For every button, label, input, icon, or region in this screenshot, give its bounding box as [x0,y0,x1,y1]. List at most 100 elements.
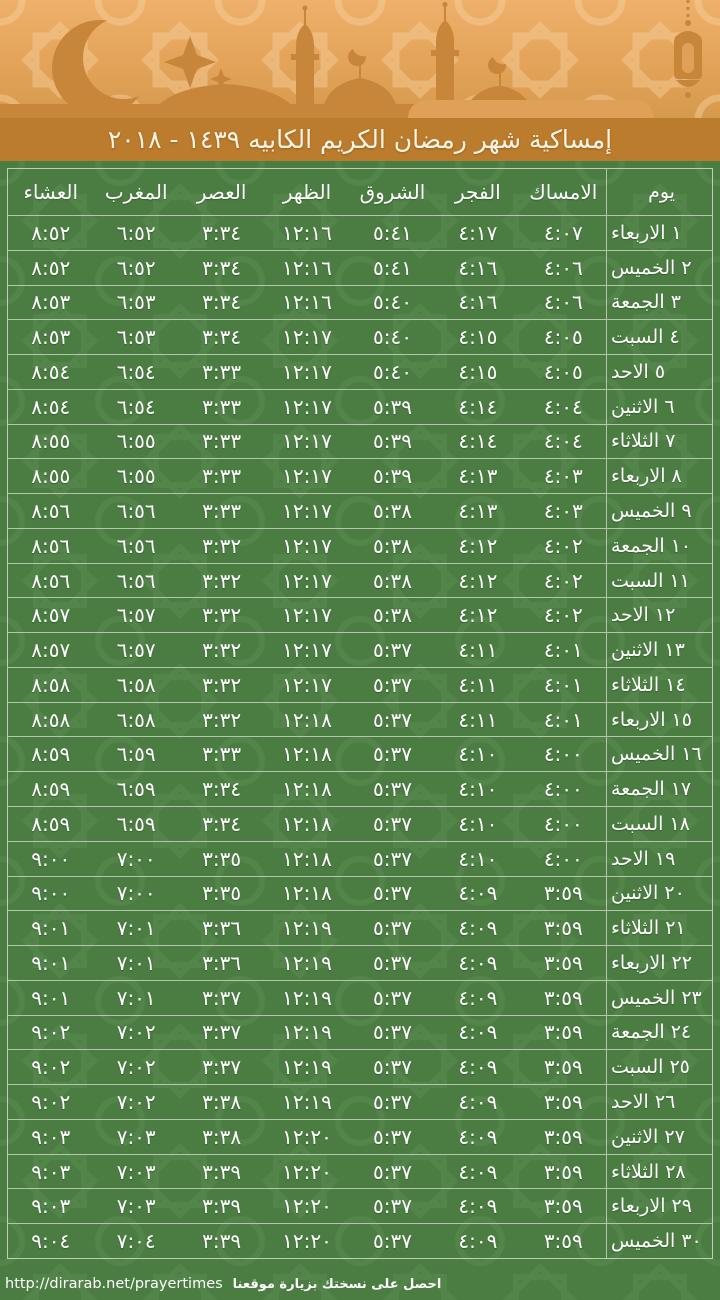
cell-asr: ٣:٣٧ [202,1020,242,1045]
cell-dhuhr: ١٢:١٩ [282,950,332,975]
cell-fajr: ٤:١٥ [458,359,498,384]
cell-fajr: ٤:١٢ [458,603,498,628]
table-row: ٢٦ الاحد ٣:٥٩ ٤:٠٩ ٥:٣٧ ١٢:١٩ ٣:٣٨ ٧:٠٢ ٩:٠٢ [8,1084,712,1119]
cell-day: ١١ السبت [606,563,712,598]
cell-imsak: ٤:٠٧ [543,220,583,245]
cell-dhuhr: ١٢:١٨ [282,881,332,906]
table-row: ٦ الاثنين ٤:٠٤ ٤:١٤ ٥:٣٩ ١٢:١٧ ٣:٣٣ ٦:٥٤ ٨:٥٤ [8,388,712,424]
cell-dhuhr: ١٢:١٩ [282,1020,332,1045]
cell-dhuhr: ١٢:١٧ [282,533,332,558]
cell-fajr: ٤:٠٩ [458,1020,498,1045]
header-imsak: الامساك [529,180,598,204]
cell-dhuhr: ١٢:١٧ [282,638,332,663]
cell-imsak: ٤:٠٢ [543,533,583,558]
header-day: يوم [606,169,712,215]
table-row: ٢١ الثلاثاء ٣:٥٩ ٤:٠٩ ٥:٣٧ ١٢:١٩ ٣:٣٦ ٧:٠١ ٩:٠١ [8,910,712,946]
cell-maghrib: ٦:٥٦ [116,568,156,593]
header-maghrib: المغرب [104,180,168,204]
cell-maghrib: ٦:٥٤ [116,394,156,419]
cell-maghrib: ٧:٠١ [116,916,156,941]
cell-asr: ٣:٣٣ [202,359,242,384]
cell-dhuhr: ١٢:١٩ [282,985,332,1010]
cell-day: ١٣ الاثنين [606,633,712,667]
cell-asr: ٣:٣٨ [202,1090,242,1115]
star-icon [164,36,216,88]
cell-dhuhr: ١٢:١٧ [282,429,332,454]
cell-shuruq: ٥:٣٧ [372,916,412,941]
cell-day: ١٨ السبت [606,807,712,841]
cell-asr: ٣:٣٦ [202,950,242,975]
cell-asr: ٣:٣٤ [202,220,242,245]
cell-asr: ٣:٣٢ [202,707,242,732]
header-asr: العصر [196,180,247,204]
cell-maghrib: ٧:٠٠ [116,846,156,871]
cell-fajr: ٤:٠٩ [458,881,498,906]
cell-shuruq: ٥:٣٧ [372,1159,412,1184]
cell-dhuhr: ١٢:١٨ [282,742,332,767]
cell-imsak: ٤:٠٠ [543,811,583,836]
cell-day: ١٢ الاحد [606,598,712,633]
cell-asr: ٣:٣٥ [202,881,242,906]
cell-isha: ٩:٠٤ [31,1229,71,1254]
cell-day: ٢٥ السبت [606,1050,712,1085]
cell-asr: ٣:٣٣ [202,742,242,767]
cell-day: ٨ الاربعاء [606,459,712,494]
cell-maghrib: ٧:٠١ [116,950,156,975]
cell-shuruq: ٥:٣٨ [372,499,412,523]
banner [0,0,720,120]
cell-fajr: ٤:١١ [458,707,498,732]
cell-fajr: ٤:٠٩ [458,950,498,975]
table-row: ٣٠ الخميس ٣:٥٩ ٤:٠٩ ٥:٣٧ ١٢:٢٠ ٣:٣٩ ٧:٠٤ ٩:٠٤ [8,1223,712,1258]
cell-isha: ٨:٥٢ [31,255,71,280]
cell-fajr: ٤:١٣ [458,464,498,489]
cell-fajr: ٤:١٠ [458,777,498,802]
cell-dhuhr: ١٢:١٨ [282,811,332,836]
cell-fajr: ٤:١٢ [458,533,498,558]
cell-shuruq: ٥:٣٨ [372,568,412,593]
table-row: ١٦ الخميس ٤:٠٠ ٤:١٠ ٥:٣٧ ١٢:١٨ ٣:٣٣ ٦:٥٩ ٨:٥٩ [8,736,712,772]
table-row: ١٤ الثلاثاء ٤:٠١ ٤:١١ ٥:٣٧ ١٢:١٧ ٣:٣٢ ٦:٥٨ ٨:٥٨ [8,666,712,702]
cell-isha: ٩:٠٣ [31,1124,71,1149]
table-row: ٢٩ الاربعاء ٣:٥٩ ٤:٠٩ ٥:٣٧ ١٢:٢٠ ٣:٣٩ ٧:٠٣ ٩:٠٣ [8,1188,712,1224]
cell-fajr: ٤:٠٩ [458,1229,498,1254]
cell-dhuhr: ١٢:١٩ [282,916,332,941]
cell-shuruq: ٥:٣٧ [372,1124,412,1149]
cell-day: ٢٨ الثلاثاء [606,1154,712,1189]
cell-day: ٢٩ الاربعاء [606,1189,712,1224]
cell-maghrib: ٦:٥٥ [116,429,156,454]
cell-imsak: ٣:٥٩ [543,1124,583,1149]
cell-asr: ٣:٣٢ [202,568,242,593]
cell-fajr: ٤:١٤ [458,429,498,454]
cell-dhuhr: ١٢:١٧ [282,568,332,593]
cell-imsak: ٤:٠٦ [543,290,583,315]
cell-isha: ٨:٥٧ [31,638,71,663]
footer-note: احصل على نسختك بزيارة موقعنا [232,1277,442,1292]
cell-maghrib: ٧:٠٢ [116,1020,156,1045]
cell-maghrib: ٧:٠٤ [116,1229,156,1254]
header-dhuhr: الظهر [282,180,332,204]
cell-fajr: ٤:١٣ [458,499,498,523]
cell-maghrib: ٦:٥٩ [116,811,156,836]
cell-imsak: ٤:٠٥ [543,325,583,350]
cell-isha: ٨:٥٨ [31,672,71,697]
cell-dhuhr: ١٢:١٧ [282,325,332,350]
cell-imsak: ٤:٠٠ [543,742,583,767]
cell-fajr: ٤:٠٩ [458,1055,498,1080]
cell-asr: ٣:٣٧ [202,1055,242,1080]
cell-fajr: ٤:١٠ [458,742,498,767]
table-row: ٢٠ الاثنين ٣:٥٩ ٤:٠٩ ٥:٣٧ ١٢:١٨ ٣:٣٥ ٧:٠٠ ٩:٠٠ [8,875,712,911]
cell-asr: ٣:٣٦ [202,916,242,941]
cell-dhuhr: ١٢:١٩ [282,1090,332,1115]
cell-imsak: ٤:٠٠ [543,777,583,802]
cell-fajr: ٤:١٠ [458,846,498,871]
cell-day: ٦ الاثنين [606,389,712,424]
table-row: ٨ الاربعاء ٤:٠٣ ٤:١٣ ٥:٣٩ ١٢:١٧ ٣:٣٣ ٦:٥٥ ٨:٥٥ [8,458,712,494]
cell-maghrib: ٧:٠٣ [116,1124,156,1149]
cell-maghrib: ٧:٠٢ [116,1055,156,1080]
cell-imsak: ٤:٠٣ [543,499,583,523]
cell-fajr: ٤:٠٩ [458,1090,498,1115]
table-row: ١٩ الاحد ٤:٠٠ ٤:١٠ ٥:٣٧ ١٢:١٨ ٣:٣٥ ٧:٠٠ ٩:٠٠ [8,840,712,876]
cell-shuruq: ٥:٣٧ [372,950,412,975]
cell-maghrib: ٦:٥٦ [116,499,156,523]
cell-shuruq: ٥:٤٠ [372,359,412,384]
